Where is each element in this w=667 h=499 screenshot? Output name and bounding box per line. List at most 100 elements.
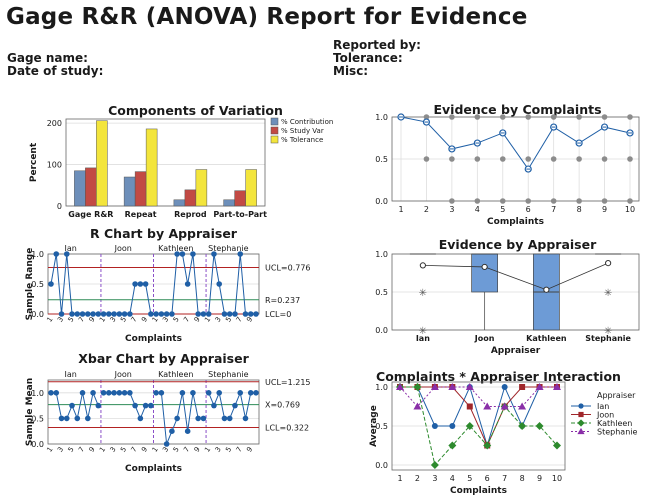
interaction-title: Complaints * Appraiser Interaction (376, 369, 621, 384)
data-point (466, 403, 473, 410)
data-point (190, 390, 196, 396)
legend-label: Ian (597, 402, 609, 411)
series-line (208, 391, 256, 419)
x-tick-label: 3 (109, 316, 118, 324)
x-tick-label: 5 (172, 316, 181, 324)
data-point (121, 311, 128, 317)
data-point (499, 156, 506, 162)
data-point (184, 428, 191, 435)
x-tick-label: 3 (109, 446, 118, 454)
x-tick-label: 9 (602, 205, 607, 214)
data-point (132, 281, 138, 287)
x-tick-label: 9 (245, 316, 254, 324)
y-tick-label: 1.0 (31, 389, 44, 398)
data-point (449, 156, 455, 162)
data-point (518, 402, 527, 410)
data-point (550, 198, 557, 204)
bar (96, 120, 108, 207)
data-point (148, 402, 154, 409)
data-point (525, 114, 532, 120)
y-tick-label: 0.5 (375, 155, 388, 164)
data-point (449, 114, 455, 120)
x-tick-label: 9 (245, 446, 254, 454)
gage-name-label: Gage name: (7, 51, 88, 65)
data-point (396, 383, 404, 390)
x-tick-label: 10 (625, 205, 635, 214)
ucl-label: UCL=1.215 (265, 378, 311, 387)
data-point (79, 390, 86, 396)
data-point (247, 390, 254, 396)
data-point (79, 311, 86, 317)
data-point (423, 114, 430, 120)
x-tick-label: 9 (193, 316, 202, 324)
x-tick-label: 9 (88, 316, 97, 324)
data-point (111, 311, 117, 317)
bar (85, 167, 97, 207)
x-tick-label: 5 (224, 316, 233, 324)
x-tick-label: 7 (502, 474, 507, 483)
interaction-x-axis-label: Complaints (450, 486, 507, 496)
x-tick-label: 3 (56, 316, 65, 324)
data-point (200, 415, 207, 422)
x-tick-label: 9 (537, 474, 542, 483)
data-point (211, 402, 217, 409)
data-point (242, 415, 249, 422)
data-point (237, 390, 244, 396)
r-chart-title: R Chart by Appraiser (90, 226, 238, 241)
data-point (535, 422, 544, 430)
data-point (226, 415, 233, 422)
data-point (449, 423, 456, 429)
data-point (53, 251, 60, 257)
data-point (69, 311, 75, 317)
legend-label: % Contribution (281, 118, 333, 126)
bar (195, 169, 208, 207)
x-tick-label: 7 (235, 316, 244, 324)
x-tick-label: 1 (398, 205, 403, 214)
data-point (132, 402, 138, 409)
evidence-complaints-title: Evidence by Complaints (433, 102, 601, 117)
data-point (535, 383, 544, 390)
appraiser-label: Kathleen (158, 244, 193, 253)
data-point (448, 383, 457, 390)
xbar-chart-title: Xbar Chart by Appraiser (78, 351, 249, 366)
data-point (127, 390, 133, 396)
bar (173, 199, 186, 207)
outlier-marker: ✳ (419, 288, 427, 299)
outlier-marker: ✳ (604, 288, 612, 299)
data-point (601, 156, 608, 162)
x-tick-label: 6 (485, 474, 490, 483)
data-point (58, 311, 65, 317)
data-point (121, 390, 128, 396)
x-tick-label: Gage R&R (68, 210, 113, 219)
x-tick-label: 1 (98, 316, 107, 324)
x-tick-label: 2 (424, 205, 429, 214)
data-point (430, 461, 439, 469)
data-point (153, 390, 159, 396)
y-tick-label: 0.0 (31, 310, 44, 319)
evidence-complaints-x-axis-label: Complaints (487, 217, 544, 227)
components-y-axis-label: Percent (29, 142, 39, 182)
center-label: R=0.237 (265, 296, 300, 305)
series-line (51, 391, 99, 421)
x-tick-label: 7 (77, 316, 86, 324)
data-point (195, 311, 201, 317)
data-point (221, 311, 228, 317)
data-point (158, 311, 165, 317)
data-point (483, 402, 492, 410)
x-tick-label: Kathleen (526, 334, 567, 343)
legend-swatch (270, 117, 279, 126)
mean-point (605, 260, 612, 267)
reported-by-label: Reported by: (333, 38, 421, 52)
data-point (627, 114, 633, 120)
ucl-label: UCL=0.776 (265, 263, 311, 272)
data-point (553, 441, 561, 450)
date-of-study-label: Date of study: (7, 64, 104, 78)
x-tick-label: 3 (161, 446, 170, 454)
data-point (553, 383, 561, 390)
x-tick-label: 8 (577, 205, 582, 214)
data-point (63, 251, 70, 257)
mean-line (400, 116, 631, 170)
y-tick-label: 1.0 (375, 383, 388, 392)
data-point (200, 311, 207, 317)
